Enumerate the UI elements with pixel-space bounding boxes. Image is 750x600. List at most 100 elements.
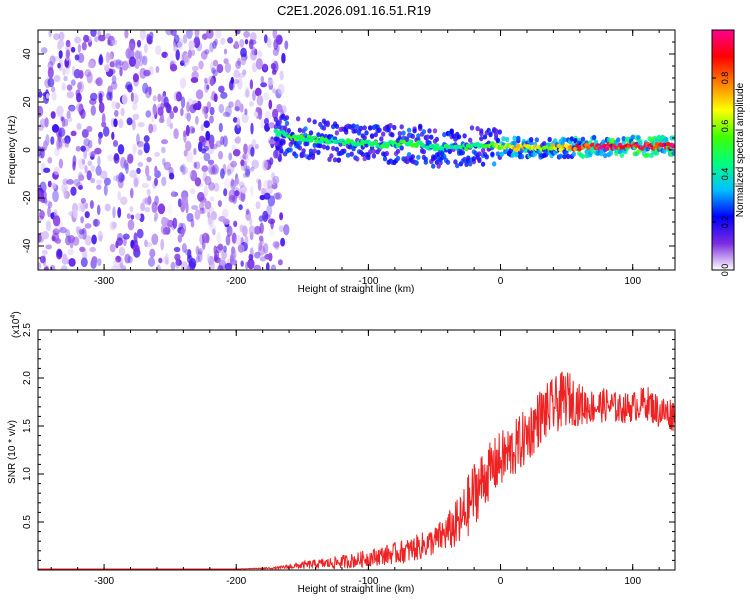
spectrogram-marks: [38, 30, 675, 270]
spectrogram-band-cell: [636, 149, 641, 155]
spectrogram-noise-cell: [132, 92, 139, 105]
spectrogram-noise-cell: [249, 79, 254, 90]
spectrogram-noise-cell: [157, 93, 162, 103]
spectrogram-noise-cell: [230, 160, 238, 168]
spectrogram-noise-cell: [194, 209, 201, 221]
spectrogram-band-cell: [547, 142, 552, 148]
spectrogram-noise-cell: [74, 36, 82, 44]
spectrogram-noise-cell: [245, 168, 251, 178]
spectrogram-noise-cell: [160, 238, 165, 251]
spectrogram-noise-cell: [193, 161, 197, 169]
spectrogram-noise-cell: [72, 209, 78, 219]
spectrogram-noise-cell: [199, 196, 207, 204]
spectrogram-noise-cell: [237, 77, 243, 90]
spectrogram-band-cell: [303, 126, 308, 132]
spectrogram-noise-cell: [56, 105, 64, 117]
spectrogram-noise-cell: [149, 248, 156, 258]
spectrogram-band-cell: [316, 149, 321, 155]
spectrogram-noise-cell: [273, 192, 281, 200]
spectrogram-noise-cell: [175, 91, 182, 102]
spectrogram-noise-cell: [264, 111, 272, 120]
spectrogram-noise-cell: [77, 43, 82, 53]
spectrogram-noise-cell: [145, 242, 153, 248]
spectrogram-noise-cell: [47, 180, 52, 188]
spectrogram-band-cell: [512, 135, 517, 141]
spectrogram-noise-cell: [206, 84, 210, 90]
spectrogram-noise-cell: [98, 34, 106, 42]
spectrogram-band-cell: [453, 159, 458, 165]
spectrogram-noise-cell: [128, 56, 137, 67]
spectrogram-noise-cell: [118, 262, 125, 270]
spectrogram-noise-cell: [115, 174, 120, 183]
spectrogram-noise-cell: [206, 30, 214, 39]
spectrogram-noise-cell: [252, 90, 256, 101]
spectrogram-band-cell: [316, 132, 321, 138]
spectrogram-noise-cell: [41, 249, 48, 255]
spectrogram-noise-cell: [166, 52, 174, 62]
y-tick-label: -40: [22, 238, 33, 253]
spectrogram-noise-cell: [161, 176, 167, 187]
spectrogram-noise-cell: [86, 71, 93, 84]
snr-x-label: Height of straight line (km): [298, 584, 415, 595]
spectrogram-noise-cell: [68, 257, 76, 267]
spectrogram-band-cell: [571, 151, 576, 157]
spectrogram-noise-cell: [87, 139, 93, 149]
spectrogram-noise-cell: [84, 165, 88, 174]
colorbar-tick-label: 0.2: [720, 216, 730, 229]
spectrogram-noise-cell: [145, 110, 152, 118]
spectrogram-noise-cell: [134, 94, 139, 104]
spectrogram-noise-cell: [86, 125, 93, 133]
snr-series-line: [38, 371, 675, 570]
spectrogram-noise-cell: [146, 156, 152, 163]
spectrogram-noise-cell: [276, 103, 283, 113]
spectrogram-noise-cell: [184, 54, 190, 64]
spectrogram-noise-cell: [179, 77, 187, 89]
spectrogram-band-cell: [334, 130, 340, 136]
spectrogram-noise-cell: [194, 30, 200, 38]
spectrogram-noise-cell: [89, 246, 97, 253]
spectrogram-noise-cell: [161, 51, 169, 58]
spectrogram-noise-cell: [43, 140, 48, 151]
spectrogram-band-cell: [645, 152, 650, 158]
spectrogram-band-cell: [386, 126, 391, 133]
spectrogram-noise-cell: [211, 164, 219, 175]
spectrogram-noise-cell: [263, 117, 270, 125]
spectrogram-peak-cell: [273, 128, 279, 134]
colorbar-tick-label: 0.6: [720, 120, 730, 133]
spectrogram-noise-cell: [198, 60, 204, 70]
spectrogram-noise-cell: [162, 256, 170, 264]
spectrogram-noise-cell: [96, 204, 101, 216]
spectrogram-noise-cell: [75, 226, 79, 234]
spectrogram-noise-cell: [220, 91, 228, 99]
spectrogram-noise-cell: [78, 232, 83, 240]
spectrogram-band-cell: [442, 132, 447, 138]
spectrogram-noise-cell: [158, 257, 163, 264]
spectrogram-noise-cell: [270, 63, 277, 70]
spectrogram-noise-cell: [64, 137, 70, 148]
spectrogram-noise-cell: [107, 39, 111, 46]
spectrogram-band-cell: [608, 150, 613, 156]
spectrogram-noise-cell: [173, 128, 179, 140]
spectrogram-noise-cell: [124, 253, 131, 264]
spectrogram-noise-cell: [130, 92, 135, 102]
spectrogram-noise-cell: [85, 144, 90, 152]
spectrogram-noise-cell: [263, 92, 270, 101]
spectrogram-noise-cell: [172, 217, 178, 229]
spectrogram-noise-cell: [125, 48, 132, 59]
spectrogram-noise-cell: [272, 149, 279, 159]
spectrogram-noise-cell: [117, 178, 124, 189]
spectrogram-noise-cell: [57, 62, 61, 69]
spectrogram-band-cell: [621, 136, 626, 142]
spectrogram-noise-cell: [177, 234, 183, 243]
spectrogram-noise-cell: [104, 203, 111, 212]
spectrogram-noise-cell: [58, 31, 65, 41]
spectrogram-noise-cell: [70, 79, 76, 86]
spectrogram-band-cell: [368, 149, 373, 155]
spectrogram-band-cell: [288, 147, 293, 153]
figure-title: C2E1.2026.091.16.51.R19: [277, 3, 431, 18]
spectrogram-noise-cell: [119, 257, 124, 269]
spectrogram-noise-cell: [186, 30, 193, 39]
spectrogram-band-cell: [382, 156, 388, 162]
spectrogram-noise-cell: [67, 248, 74, 256]
spectrogram-band-cell: [362, 135, 367, 141]
